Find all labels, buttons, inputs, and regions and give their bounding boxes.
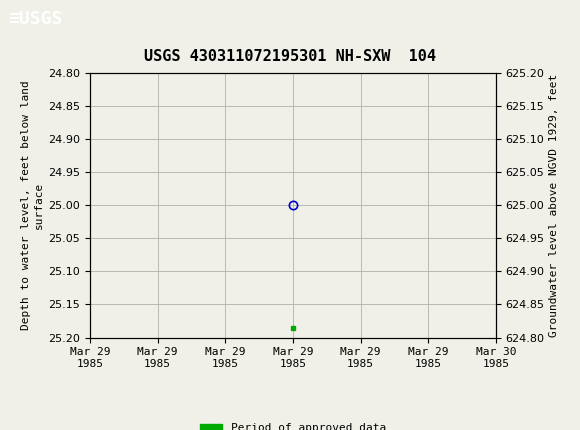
Text: ≡USGS: ≡USGS: [9, 10, 63, 28]
Y-axis label: Groundwater level above NGVD 1929, feet: Groundwater level above NGVD 1929, feet: [549, 74, 559, 337]
Text: USGS 430311072195301 NH-SXW  104: USGS 430311072195301 NH-SXW 104: [144, 49, 436, 64]
Y-axis label: Depth to water level, feet below land
surface: Depth to water level, feet below land su…: [21, 80, 44, 330]
Legend: Period of approved data: Period of approved data: [195, 419, 390, 430]
